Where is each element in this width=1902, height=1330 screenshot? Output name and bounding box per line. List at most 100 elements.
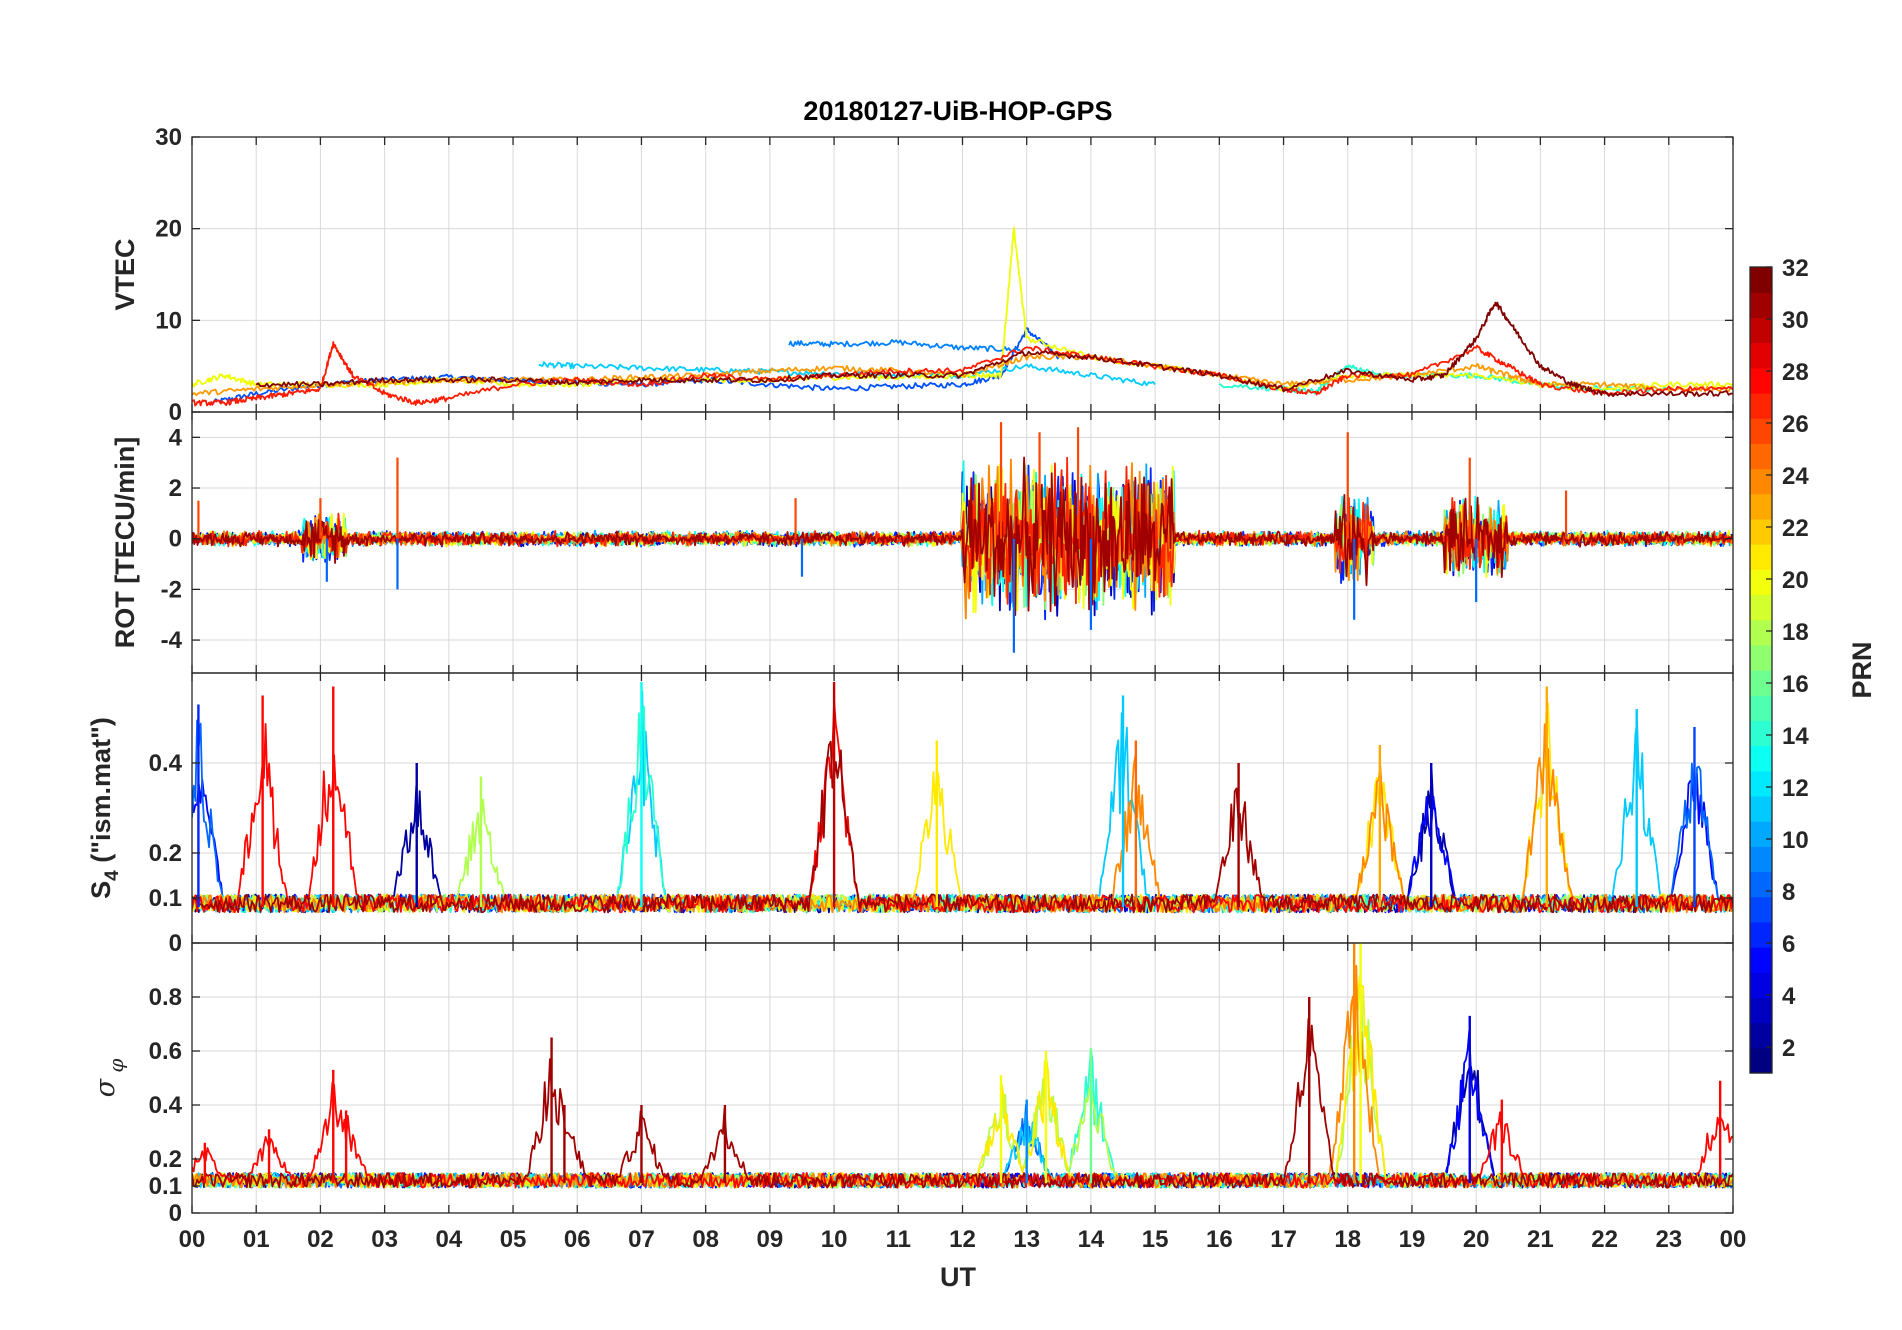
x-tick-label: 06 <box>564 1226 591 1253</box>
y-axis-label-rest: ("ism.mat") <box>86 717 116 870</box>
y-tick-label: 0.4 <box>149 1092 183 1119</box>
colorbar-segment <box>1750 594 1772 621</box>
colorbar-segment <box>1750 997 1772 1024</box>
colorbar-tick-label: 18 <box>1782 619 1809 646</box>
y-tick-label: 0.2 <box>149 840 182 867</box>
y-axis-label: ROT [TECU/min] <box>110 437 140 648</box>
colorbar-tick-label: 8 <box>1782 879 1795 906</box>
colorbar-segment <box>1750 670 1772 696</box>
colorbar-segment <box>1750 493 1772 520</box>
colorbar-segment <box>1750 821 1772 847</box>
y-tick-label: -4 <box>161 627 183 654</box>
colorbar-segment <box>1750 443 1772 470</box>
x-tick-label: 13 <box>1013 1226 1040 1253</box>
colorbar-tick-label: 10 <box>1782 827 1809 854</box>
colorbar-segment <box>1750 695 1772 721</box>
colorbar-segment <box>1750 871 1772 898</box>
x-tick-label: 03 <box>371 1226 398 1253</box>
figure-title: 20180127-UiB-HOP-GPS <box>803 96 1112 126</box>
colorbar-segment <box>1750 644 1772 671</box>
y-tick-label: -2 <box>161 576 182 603</box>
colorbar-segment <box>1750 392 1772 419</box>
colorbar-segment <box>1750 292 1772 318</box>
x-tick-label: 09 <box>757 1226 784 1253</box>
x-tick-label: 22 <box>1591 1226 1618 1253</box>
colorbar-segment <box>1750 1022 1772 1049</box>
y-tick-label: 0.1 <box>149 885 182 912</box>
colorbar-segment <box>1750 267 1772 293</box>
colorbar-segment <box>1750 1047 1772 1074</box>
colorbar-segment <box>1750 619 1772 646</box>
series-prn-31 <box>192 740 1733 914</box>
x-tick-label: 14 <box>1078 1226 1105 1253</box>
colorbar-tick-label: 28 <box>1782 359 1809 386</box>
y-tick-label: 0 <box>169 526 182 553</box>
traces-rot <box>192 422 1733 653</box>
y-tick-label: 0 <box>169 930 182 957</box>
y-tick-label: 0.2 <box>149 1146 182 1173</box>
x-tick-label: 04 <box>435 1226 462 1253</box>
colorbar-segment <box>1750 518 1772 545</box>
colorbar-segment <box>1750 846 1772 873</box>
y-axis-label: VTEC <box>110 238 140 310</box>
x-tick-label: 18 <box>1334 1226 1361 1253</box>
colorbar-tick-label: 6 <box>1782 931 1795 958</box>
y-tick-label: 0.6 <box>149 1038 182 1065</box>
series-prn-31 <box>192 1017 1733 1189</box>
x-tick-label: 01 <box>243 1226 270 1253</box>
x-tick-label: 02 <box>307 1226 334 1253</box>
traces-vtec <box>192 226 1733 407</box>
traces-s4 <box>192 682 1733 914</box>
colorbar-segment <box>1750 720 1772 747</box>
x-tick-label: 15 <box>1142 1226 1169 1253</box>
y-tick-label: 4 <box>169 424 183 451</box>
colorbar-tick-label: 14 <box>1782 723 1809 750</box>
y-axis-label-main: σ <box>90 1077 121 1097</box>
colorbar-segment <box>1750 418 1772 444</box>
x-tick-label: 08 <box>692 1226 719 1253</box>
x-tick-label: 05 <box>500 1226 527 1253</box>
colorbar-tick-label: 20 <box>1782 567 1809 594</box>
colorbar-tick-label: 2 <box>1782 1035 1795 1062</box>
colorbar-segment <box>1750 947 1772 973</box>
series-prn-31 <box>192 456 1733 616</box>
y-tick-label: 0.4 <box>149 750 183 777</box>
x-tick-label: 07 <box>628 1226 655 1253</box>
panel-sigma_phi: 00.10.2 0.4 0.6 0.8 σ φ <box>90 942 1734 1227</box>
y-tick-label: 0 <box>169 1200 182 1227</box>
x-tick-label: 23 <box>1655 1226 1682 1253</box>
y-axis-label-sub: 4 <box>102 870 123 881</box>
colorbar-segment <box>1750 896 1772 923</box>
panel-vtec: 0 10 20 30 VTEC <box>110 124 1734 426</box>
x-axis-label: UT <box>940 1262 976 1292</box>
colorbar-frame <box>1749 266 1773 1074</box>
y-tick-label: 10 <box>155 307 182 334</box>
series-prn-28 <box>192 699 1733 914</box>
x-tick-label: 16 <box>1206 1226 1233 1253</box>
traces-sigma_phi <box>192 943 1733 1189</box>
colorbar-tick-label: 12 <box>1782 775 1809 802</box>
colorbar-segment <box>1750 745 1772 772</box>
x-tick-label: 12 <box>949 1226 976 1253</box>
colorbar-segment <box>1750 317 1772 344</box>
x-tick-label: 19 <box>1399 1226 1426 1253</box>
colorbar-segment <box>1750 569 1772 596</box>
y-axis-label: S4 ("ism.mat") <box>86 717 123 899</box>
colorbar-segment <box>1750 972 1772 999</box>
y-tick-label: 30 <box>155 124 182 151</box>
colorbar-segment <box>1750 795 1772 822</box>
x-tick-label: 00 <box>1720 1226 1747 1253</box>
colorbar-tick-label: 32 <box>1782 255 1809 282</box>
y-axis-label-main: S <box>86 881 116 899</box>
colorbar-segment <box>1750 468 1772 495</box>
y-tick-label: 0 <box>169 399 182 426</box>
x-tick-label: 20 <box>1463 1226 1490 1253</box>
colorbar-tick-label: 26 <box>1782 411 1809 438</box>
colorbar-segment <box>1750 544 1772 570</box>
y-tick-label: 0.1 <box>149 1173 182 1200</box>
colorbar-segment <box>1750 921 1772 948</box>
y-tick-label: 2 <box>169 475 182 502</box>
